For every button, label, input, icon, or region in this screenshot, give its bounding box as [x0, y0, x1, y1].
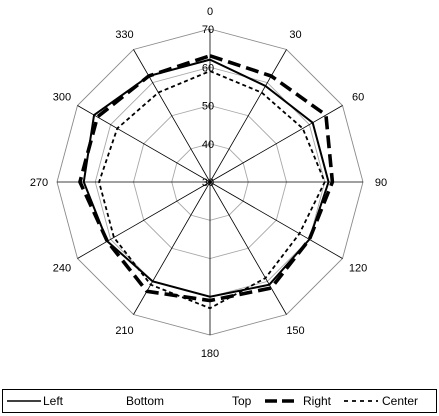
spoke-120 [209, 181, 343, 259]
spoke-150 [209, 181, 287, 315]
legend-label-bottom: Bottom [126, 394, 165, 408]
radar-spokes [57, 29, 363, 335]
spoke-240 [77, 181, 211, 259]
angle-label-300: 300 [53, 92, 71, 104]
series-line-right [78, 53, 335, 303]
spoke-30 [209, 49, 287, 183]
legend-label-left: Left [43, 394, 64, 408]
legend-label-top: Top [232, 394, 252, 408]
angle-label-90: 90 [375, 177, 387, 189]
angle-label-270: 270 [30, 177, 48, 189]
spoke-330 [133, 49, 211, 183]
r-tick-label-60: 60 [202, 62, 214, 74]
angle-label-120: 120 [349, 263, 367, 275]
angle-label-210: 210 [115, 325, 133, 337]
angle-label-150: 150 [286, 325, 304, 337]
legend-label-right: Right [303, 394, 332, 408]
series-line-center [98, 70, 326, 310]
radar-chart: 30 40 50 60 70 0 30 60 90 120 150 180 210 240 270 300 3… [30, 6, 387, 360]
radar-series [78, 53, 335, 310]
chart-legend: Left Bottom Top Right Center [2, 389, 437, 413]
angle-tick-labels: 0 30 60 90 120 150 180 210 240 270 300 330 [30, 6, 387, 360]
spoke-60 [209, 105, 343, 183]
angle-label-330: 330 [115, 29, 133, 41]
r-tick-label-30: 30 [202, 177, 214, 189]
angle-label-0: 0 [207, 6, 213, 18]
angle-label-60: 60 [352, 92, 364, 104]
legend-swatch-left [7, 400, 41, 402]
r-tick-label-70: 70 [202, 24, 214, 36]
angle-label-240: 240 [53, 263, 71, 275]
legend-label-center: Center [382, 394, 419, 408]
r-tick-label-50: 50 [202, 101, 214, 113]
r-tick-label-40: 40 [202, 139, 214, 151]
series-line-left [82, 58, 330, 298]
legend-swatch-center [344, 400, 378, 402]
spoke-300 [77, 105, 211, 183]
angle-label-180: 180 [201, 348, 219, 360]
angle-label-30: 30 [289, 29, 301, 41]
legend-swatch-right [265, 399, 299, 403]
radial-tick-labels: 30 40 50 60 70 [202, 24, 214, 189]
